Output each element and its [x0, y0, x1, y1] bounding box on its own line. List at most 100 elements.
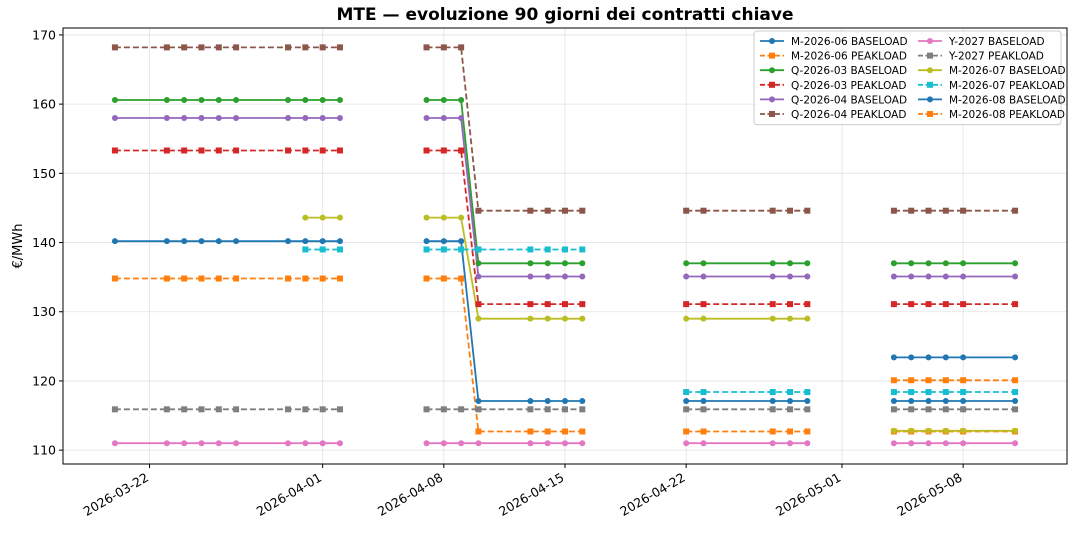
x-tick-label: 2026-04-01: [254, 470, 324, 519]
data-point: [215, 114, 222, 121]
data-point: [233, 96, 240, 103]
data-point: [233, 275, 240, 282]
data-point: [942, 377, 949, 384]
data-point: [890, 301, 897, 308]
legend-box: [753, 30, 1062, 126]
data-point: [336, 275, 343, 282]
legend-marker: [927, 52, 933, 59]
data-point: [890, 354, 897, 361]
data-point: [925, 389, 932, 396]
data-point: [787, 406, 794, 413]
data-point: [804, 389, 811, 396]
legend-marker: [769, 52, 775, 59]
data-point: [111, 275, 118, 282]
data-point: [285, 147, 292, 154]
data-point: [198, 238, 205, 245]
legend-marker: [769, 111, 775, 117]
legend-marker: [927, 111, 933, 117]
data-point: [233, 440, 240, 447]
data-point: [544, 406, 551, 413]
data-point: [908, 207, 915, 214]
data-point: [579, 246, 586, 253]
data-point: [475, 315, 482, 322]
data-point: [198, 44, 205, 51]
data-point: [181, 96, 188, 103]
data-point: [336, 238, 343, 245]
legend-label: M-2026-07 PEAKLOAD: [949, 80, 1065, 92]
data-point: [458, 214, 465, 221]
data-point: [700, 440, 707, 447]
data-point: [769, 273, 776, 280]
data-point: [181, 440, 188, 447]
data-point: [458, 96, 465, 103]
data-point: [302, 44, 309, 51]
data-point: [562, 315, 568, 322]
data-point: [111, 44, 118, 51]
data-point: [544, 207, 551, 214]
data-point: [787, 389, 794, 396]
data-point: [787, 398, 794, 405]
data-point: [1012, 377, 1019, 384]
data-point: [544, 440, 551, 447]
data-point: [215, 44, 222, 51]
data-point: [1012, 389, 1019, 396]
data-point: [475, 301, 482, 308]
data-point: [908, 440, 915, 447]
data-point: [181, 275, 188, 282]
data-point: [181, 114, 188, 121]
data-point: [423, 96, 430, 103]
data-point: [181, 238, 188, 245]
data-point: [579, 207, 586, 214]
data-point: [925, 273, 932, 280]
data-point: [527, 428, 534, 435]
data-point: [198, 147, 205, 154]
legend-label: M-2026-06 BASELOAD: [791, 36, 908, 48]
y-tick-label: 110: [32, 443, 56, 458]
data-point: [908, 377, 915, 384]
data-point: [769, 398, 776, 405]
legend-label: M-2026-08 BASELOAD: [949, 94, 1066, 106]
data-point: [804, 398, 811, 405]
data-point: [475, 428, 482, 435]
legend-marker: [769, 67, 775, 74]
data-point: [302, 147, 309, 154]
data-point: [544, 246, 551, 253]
data-point: [319, 96, 326, 103]
data-point: [423, 406, 430, 413]
data-point: [544, 301, 551, 308]
data-point: [890, 406, 897, 413]
data-point: [233, 44, 240, 51]
data-point: [475, 406, 482, 413]
data-point: [319, 44, 326, 51]
data-point: [544, 273, 551, 280]
data-point: [890, 260, 897, 267]
data-point: [111, 406, 118, 413]
data-point: [302, 275, 309, 282]
data-point: [458, 147, 465, 154]
data-point: [925, 406, 932, 413]
data-point: [925, 377, 932, 384]
y-tick-label: 160: [32, 97, 56, 112]
data-point: [579, 406, 586, 413]
data-point: [475, 398, 482, 405]
x-tick-label: 2026-04-15: [496, 470, 566, 519]
data-point: [890, 377, 897, 384]
data-point: [111, 96, 118, 103]
data-point: [769, 260, 776, 267]
data-point: [908, 260, 915, 267]
data-point: [423, 147, 430, 154]
data-point: [942, 273, 949, 280]
data-point: [440, 44, 447, 51]
data-point: [440, 214, 447, 221]
data-point: [319, 214, 326, 221]
data-point: [423, 275, 430, 282]
data-point: [683, 428, 690, 435]
data-point: [233, 406, 240, 413]
data-point: [579, 428, 586, 435]
data-point: [302, 238, 309, 245]
data-point: [960, 301, 967, 308]
data-point: [1012, 427, 1019, 434]
legend-marker: [769, 81, 775, 88]
data-point: [181, 406, 188, 413]
data-point: [423, 246, 430, 253]
